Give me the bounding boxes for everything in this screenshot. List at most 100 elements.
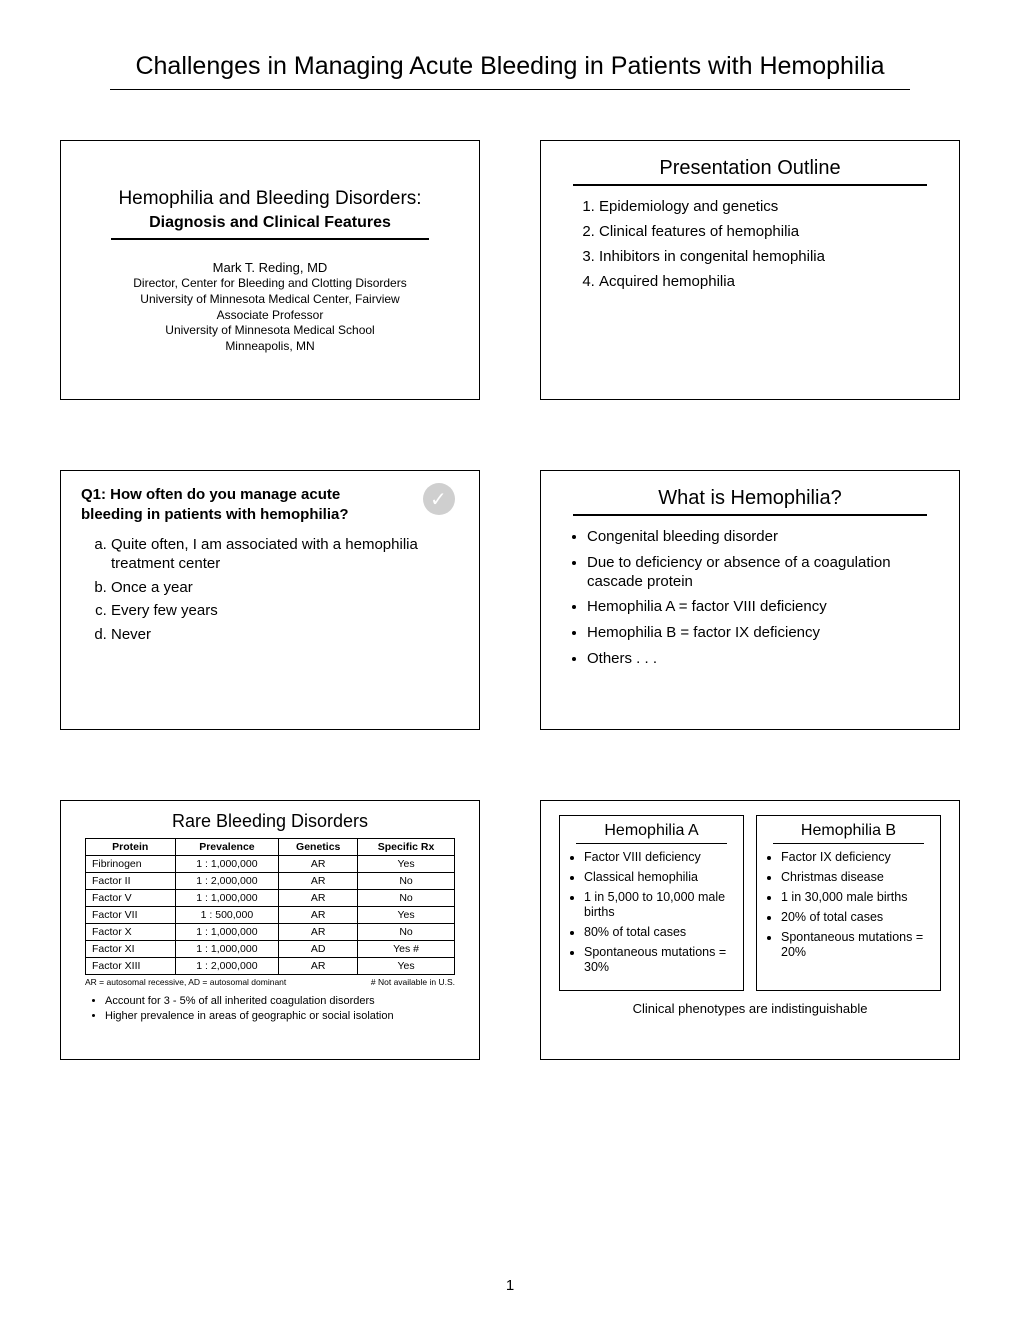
rare-table-body: Fibrinogen1 : 1,000,000ARYesFactor II1 :…	[86, 856, 455, 975]
table-footnotes: AR = autosomal recessive, AD = autosomal…	[85, 977, 455, 987]
outline-item: Acquired hemophilia	[599, 273, 939, 290]
slide5-title: Rare Bleeding Disorders	[85, 811, 455, 832]
outline-item: Epidemiology and genetics	[599, 198, 939, 215]
clinical-note: Clinical phenotypes are indistinguishabl…	[559, 1001, 941, 1016]
outline-item: Clinical features of hemophilia	[599, 223, 939, 240]
slide2-title: Presentation Outline	[561, 157, 939, 180]
outline-list: Epidemiology and genetics Clinical featu…	[561, 198, 939, 290]
slide4-title: What is Hemophilia?	[561, 487, 939, 510]
note-item: Higher prevalence in areas of geographic…	[105, 1010, 455, 1022]
title-rule	[573, 514, 927, 516]
slide-question: Q1: How often do you manage acute bleedi…	[60, 470, 480, 730]
table-cell: Factor V	[86, 890, 176, 907]
table-cell: AR	[279, 890, 358, 907]
table-row: Factor V1 : 1,000,000ARNo	[86, 890, 455, 907]
ab-columns: Hemophilia A Factor VIII deficiency Clas…	[559, 815, 941, 991]
table-cell: 1 : 1,000,000	[175, 924, 279, 941]
list-item: Christmas disease	[781, 870, 932, 885]
table-cell: Factor XIII	[86, 958, 176, 975]
table-cell: No	[358, 924, 455, 941]
table-header: Prevalence	[175, 839, 279, 856]
col-b-title: Hemophilia B	[773, 822, 924, 844]
bullet-item: Hemophilia A = factor VIII deficiency	[587, 598, 939, 617]
title-rule	[573, 184, 927, 186]
list-item: 1 in 30,000 male births	[781, 890, 932, 905]
hemophilia-a-col: Hemophilia A Factor VIII deficiency Clas…	[559, 815, 744, 991]
table-header: Specific Rx	[358, 839, 455, 856]
affiliation-line: Minneapolis, MN	[81, 339, 459, 355]
table-cell: 1 : 2,000,000	[175, 958, 279, 975]
table-cell: AR	[279, 856, 358, 873]
table-cell: 1 : 1,000,000	[175, 941, 279, 958]
table-cell: AR	[279, 873, 358, 890]
affiliation-line: University of Minnesota Medical School	[81, 323, 459, 339]
table-row: Factor II1 : 2,000,000ARNo	[86, 873, 455, 890]
list-item: 20% of total cases	[781, 910, 932, 925]
table-cell: No	[358, 890, 455, 907]
footnote-left: AR = autosomal recessive, AD = autosomal…	[85, 977, 286, 987]
answer-option: Never	[111, 626, 459, 645]
footnote-right: # Not available in U.S.	[371, 977, 455, 987]
table-row: Factor XIII1 : 2,000,000ARYes	[86, 958, 455, 975]
affiliation-line: University of Minnesota Medical Center, …	[81, 292, 459, 308]
outline-item: Inhibitors in congenital hemophilia	[599, 248, 939, 265]
table-cell: AR	[279, 907, 358, 924]
table-cell: AR	[279, 958, 358, 975]
table-row: Factor XI1 : 1,000,000ADYes #	[86, 941, 455, 958]
answer-option: Quite often, I am associated with a hemo…	[111, 536, 459, 574]
affiliation-line: Director, Center for Bleeding and Clotti…	[81, 276, 459, 292]
slide-what-is: What is Hemophilia? Congenital bleeding …	[540, 470, 960, 730]
table-cell: 1 : 500,000	[175, 907, 279, 924]
slide1-subtitle: Diagnosis and Clinical Features	[81, 214, 459, 232]
table-cell: 1 : 1,000,000	[175, 890, 279, 907]
table-cell: Factor XI	[86, 941, 176, 958]
poll-icon	[423, 483, 455, 515]
list-item: Spontaneous mutations = 20%	[781, 930, 932, 960]
table-cell: Yes	[358, 958, 455, 975]
table-row: Fibrinogen1 : 1,000,000ARYes	[86, 856, 455, 873]
rare-notes: Account for 3 - 5% of all inherited coag…	[85, 995, 455, 1022]
table-cell: 1 : 2,000,000	[175, 873, 279, 890]
table-cell: AD	[279, 941, 358, 958]
table-cell: No	[358, 873, 455, 890]
col-a-list: Factor VIII deficiency Classical hemophi…	[568, 850, 735, 975]
slide-outline: Presentation Outline Epidemiology and ge…	[540, 140, 960, 400]
page-title: Challenges in Managing Acute Bleeding in…	[110, 52, 910, 90]
hemophilia-b-col: Hemophilia B Factor IX deficiency Christ…	[756, 815, 941, 991]
table-cell: 1 : 1,000,000	[175, 856, 279, 873]
list-item: 80% of total cases	[584, 925, 735, 940]
table-row: Factor X1 : 1,000,000ARNo	[86, 924, 455, 941]
rare-table: Protein Prevalence Genetics Specific Rx …	[85, 838, 455, 975]
col-b-list: Factor IX deficiency Christmas disease 1…	[765, 850, 932, 960]
table-header: Genetics	[279, 839, 358, 856]
table-cell: Yes	[358, 856, 455, 873]
col-a-title: Hemophilia A	[576, 822, 727, 844]
list-item: Factor VIII deficiency	[584, 850, 735, 865]
affiliation-line: Associate Professor	[81, 308, 459, 324]
answer-option: Every few years	[111, 602, 459, 621]
bullet-list: Congenital bleeding disorder Due to defi…	[561, 528, 939, 669]
author-name: Mark T. Reding, MD	[81, 260, 459, 277]
slide-rare-disorders: Rare Bleeding Disorders Protein Prevalen…	[60, 800, 480, 1060]
table-cell: Factor II	[86, 873, 176, 890]
table-cell: Factor X	[86, 924, 176, 941]
table-row: Factor VII1 : 500,000ARYes	[86, 907, 455, 924]
slides-grid: Hemophilia and Bleeding Disorders: Diagn…	[60, 140, 960, 1060]
answer-list: Quite often, I am associated with a hemo…	[81, 536, 459, 645]
slide-title-card: Hemophilia and Bleeding Disorders: Diagn…	[60, 140, 480, 400]
bullet-item: Congenital bleeding disorder	[587, 528, 939, 547]
slide-hemophilia-ab: Hemophilia A Factor VIII deficiency Clas…	[540, 800, 960, 1060]
bullet-item: Due to deficiency or absence of a coagul…	[587, 554, 939, 592]
list-item: Classical hemophilia	[584, 870, 735, 885]
list-item: 1 in 5,000 to 10,000 male births	[584, 890, 735, 920]
page-number: 1	[0, 1277, 1020, 1294]
slide1-title: Hemophilia and Bleeding Disorders:	[81, 188, 459, 210]
question-text: Q1: How often do you manage acute bleedi…	[81, 485, 399, 524]
table-header: Protein	[86, 839, 176, 856]
table-cell: Factor VII	[86, 907, 176, 924]
note-item: Account for 3 - 5% of all inherited coag…	[105, 995, 455, 1007]
bullet-item: Hemophilia B = factor IX deficiency	[587, 624, 939, 643]
title-rule	[111, 238, 429, 240]
table-cell: Fibrinogen	[86, 856, 176, 873]
list-item: Spontaneous mutations = 30%	[584, 945, 735, 975]
